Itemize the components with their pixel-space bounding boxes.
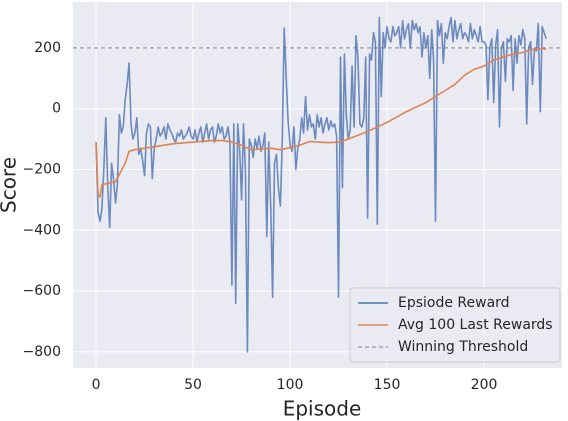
x-axis-label: Episode — [283, 397, 362, 421]
legend-label: Epsiode Reward — [398, 295, 510, 311]
y-tick-label: −600 — [23, 283, 61, 299]
x-tick-label: 100 — [277, 377, 304, 393]
y-tick-label: −800 — [23, 344, 61, 360]
x-tick-label: 50 — [184, 377, 202, 393]
y-tick-label: 0 — [52, 101, 61, 117]
legend-label: Avg 100 Last Rewards — [398, 317, 553, 333]
x-tick-label: 200 — [471, 377, 498, 393]
legend-label: Winning Threshold — [398, 339, 528, 355]
legend-box — [349, 287, 561, 363]
series-line — [95, 16, 547, 353]
y-tick-label: −400 — [23, 222, 61, 238]
x-tick-label: 0 — [92, 377, 101, 393]
y-tick-label: −200 — [23, 161, 61, 177]
y-axis-label: Score — [0, 157, 21, 213]
series-line — [95, 47, 547, 198]
y-tick-label: 200 — [34, 40, 61, 56]
x-tick-label: 150 — [374, 377, 401, 393]
